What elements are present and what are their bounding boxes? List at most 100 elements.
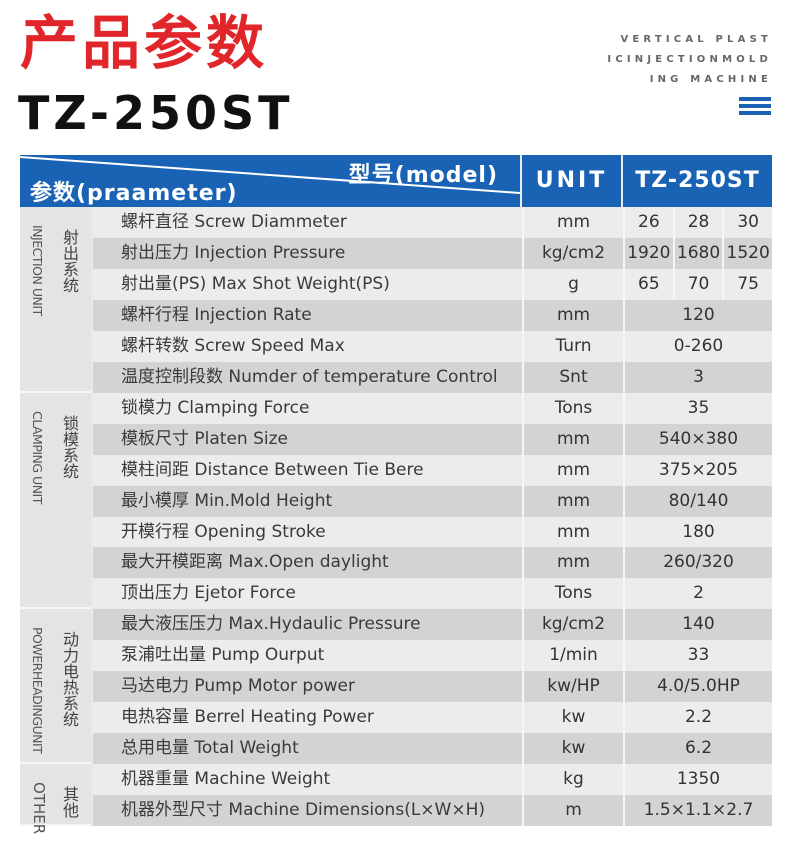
table-row: 模柱间距 Distance Between Tie Bere mm 375×205	[93, 454, 772, 486]
param-label: 螺杆行程 Injection Rate	[121, 304, 312, 325]
unit-cell: mm	[522, 454, 623, 486]
value: 35	[687, 397, 710, 418]
table-row: 顶出压力 Ejetor Force Tons 2	[93, 578, 772, 610]
param-label: 温度控制段数 Numder of temperature Control	[121, 366, 498, 387]
value: 80/140	[668, 490, 729, 511]
hamburger-icon[interactable]	[739, 97, 771, 118]
value-cell: 1350	[623, 764, 772, 796]
table-row: 总用电量 Total Weight kw 6.2	[93, 733, 772, 765]
header-param: 参数(praameter)	[30, 181, 238, 206]
value-cell: 0-260	[623, 330, 772, 362]
param-label: 射出量(PS) Max Shot Weight(PS)	[121, 273, 390, 294]
unit-cell: mm	[522, 485, 623, 517]
value: 0-260	[673, 335, 724, 356]
unit-cell: mm	[522, 207, 623, 238]
table-row: 电热容量 Berrel Heating Power kw 2.2	[93, 702, 772, 734]
header-model: 型号(model)	[348, 163, 498, 188]
value: 540×380	[658, 428, 739, 449]
param-label: 最大液压压力 Max.Hydaulic Pressure	[121, 614, 421, 635]
param-label: 顶出压力 Ejetor Force	[121, 583, 296, 604]
value-cell: 1.5×1.1×2.7	[623, 795, 772, 827]
unit-cell: Turn	[522, 330, 623, 362]
value: 120	[682, 304, 715, 325]
value: 260/320	[663, 552, 734, 573]
value: 2.2	[684, 707, 713, 728]
unit-cell: 1/min	[522, 640, 623, 672]
unit-cell: Tons	[522, 392, 623, 424]
value: 3	[693, 366, 704, 387]
param-label: 机器外型尺寸 Machine Dimensions(L×W×H)	[121, 800, 486, 821]
table-row: 射出量(PS) Max Shot Weight(PS) g 65 70 75	[93, 268, 772, 300]
table-row: 螺杆行程 Injection Rate mm 120	[93, 299, 772, 331]
unit-cell: kw/HP	[522, 671, 623, 703]
group-label-en: INJECTION UNIT	[30, 225, 45, 316]
unit-cell: kg	[522, 764, 623, 796]
table-row: 开模行程 Opening Stroke mm 180	[93, 516, 772, 548]
group-label-zh: 锁模系统	[60, 414, 79, 479]
param-label: 螺杆转数 Screw Speed Max	[121, 335, 345, 356]
tagline-line: ING MACHINE	[649, 74, 772, 85]
param-label: 马达电力 Pump Motor power	[121, 676, 355, 697]
value-cell: 140	[623, 609, 772, 641]
unit-cell: m	[522, 795, 623, 827]
value-cell: 2.2	[623, 702, 772, 734]
value: 1350	[676, 769, 721, 790]
table-row: 模板尺寸 Platen Size mm 540×380	[93, 423, 772, 455]
value-cell: 6.2	[623, 733, 772, 765]
value: 1.5×1.1×2.7	[643, 800, 754, 821]
table-row: 螺杆直径 Screw Diammeter mm 26 28 30	[93, 207, 772, 238]
value: 70	[672, 268, 723, 300]
group-label-en: OTHER	[30, 782, 48, 835]
param-label: 螺杆直径 Screw Diammeter	[121, 212, 347, 232]
value: 65	[638, 273, 660, 294]
value: 375×205	[658, 459, 739, 480]
param-label: 机器重量 Machine Weight	[121, 769, 331, 790]
param-label: 泵浦吐出量 Pump Ourput	[121, 645, 325, 666]
value-cell: 65 70 75	[623, 268, 772, 300]
header-value: TZ-250ST	[623, 155, 772, 207]
value-cell: 540×380	[623, 423, 772, 455]
value: 1520	[722, 237, 772, 269]
table-row: 机器重量 Machine Weight kg 1350	[93, 764, 772, 796]
value-cell: 35	[623, 392, 772, 424]
value: 75	[722, 268, 772, 300]
value: 1920	[627, 242, 671, 263]
group-cell: OTHER 其他	[20, 764, 91, 834]
spec-table: 型号(model) 参数(praameter) UNIT TZ-250ST IN…	[20, 155, 772, 834]
table-row: 机器外型尺寸 Machine Dimensions(L×W×H) m 1.5×1.1…	[93, 795, 772, 827]
param-label: 总用电量 Total Weight	[121, 738, 299, 759]
value-cell: 4.0/5.0HP	[623, 671, 772, 703]
value-cell: 33	[623, 640, 772, 672]
value-cell: 260/320	[623, 547, 772, 579]
unit-cell: g	[522, 268, 623, 300]
param-label: 开模行程 Opening Stroke	[121, 521, 326, 542]
group-cell: POWERHEADINGUNIT 动力电热系统	[20, 609, 91, 765]
table-row: 温度控制段数 Numder of temperature Control Snt 3	[93, 361, 772, 393]
table-row: 泵浦吐出量 Pump Ourput 1/min 33	[93, 640, 772, 672]
value-cell: 2	[623, 578, 772, 610]
header-param-cell: 型号(model) 参数(praameter)	[20, 155, 520, 207]
param-label: 电热容量 Berrel Heating Power	[121, 707, 374, 728]
unit-cell: mm	[522, 423, 623, 455]
param-label: 最大开模距离 Max.Open daylight	[121, 552, 389, 573]
unit-cell: kg/cm2	[522, 237, 623, 269]
group-label-zh: 射出系统	[60, 229, 79, 293]
group-label-en: POWERHEADINGUNIT	[30, 627, 45, 754]
group-cell: INJECTION UNIT 射出系统	[20, 207, 91, 393]
page-title: 产品参数	[20, 9, 269, 77]
tagline: VERTICAL PLAST ICINJECTIONMOLD ING MACHI…	[607, 30, 772, 90]
unit-cell: kw	[522, 733, 623, 765]
value-cell: 120	[623, 299, 772, 331]
value: 26	[638, 212, 660, 232]
unit-cell: mm	[522, 299, 623, 331]
group-label-zh: 其他	[60, 786, 79, 819]
value-cell: 80/140	[623, 485, 772, 517]
value: 30	[722, 207, 772, 238]
value: 1680	[672, 237, 723, 269]
param-label: 射出压力 Injection Pressure	[121, 242, 346, 263]
tagline-line: ICINJECTIONMOLD	[607, 54, 772, 65]
tagline-line: VERTICAL PLAST	[620, 34, 772, 45]
table-row: 最大开模距离 Max.Open daylight mm 260/320	[93, 547, 772, 579]
value: 28	[672, 207, 723, 238]
value-cell: 180	[623, 516, 772, 548]
